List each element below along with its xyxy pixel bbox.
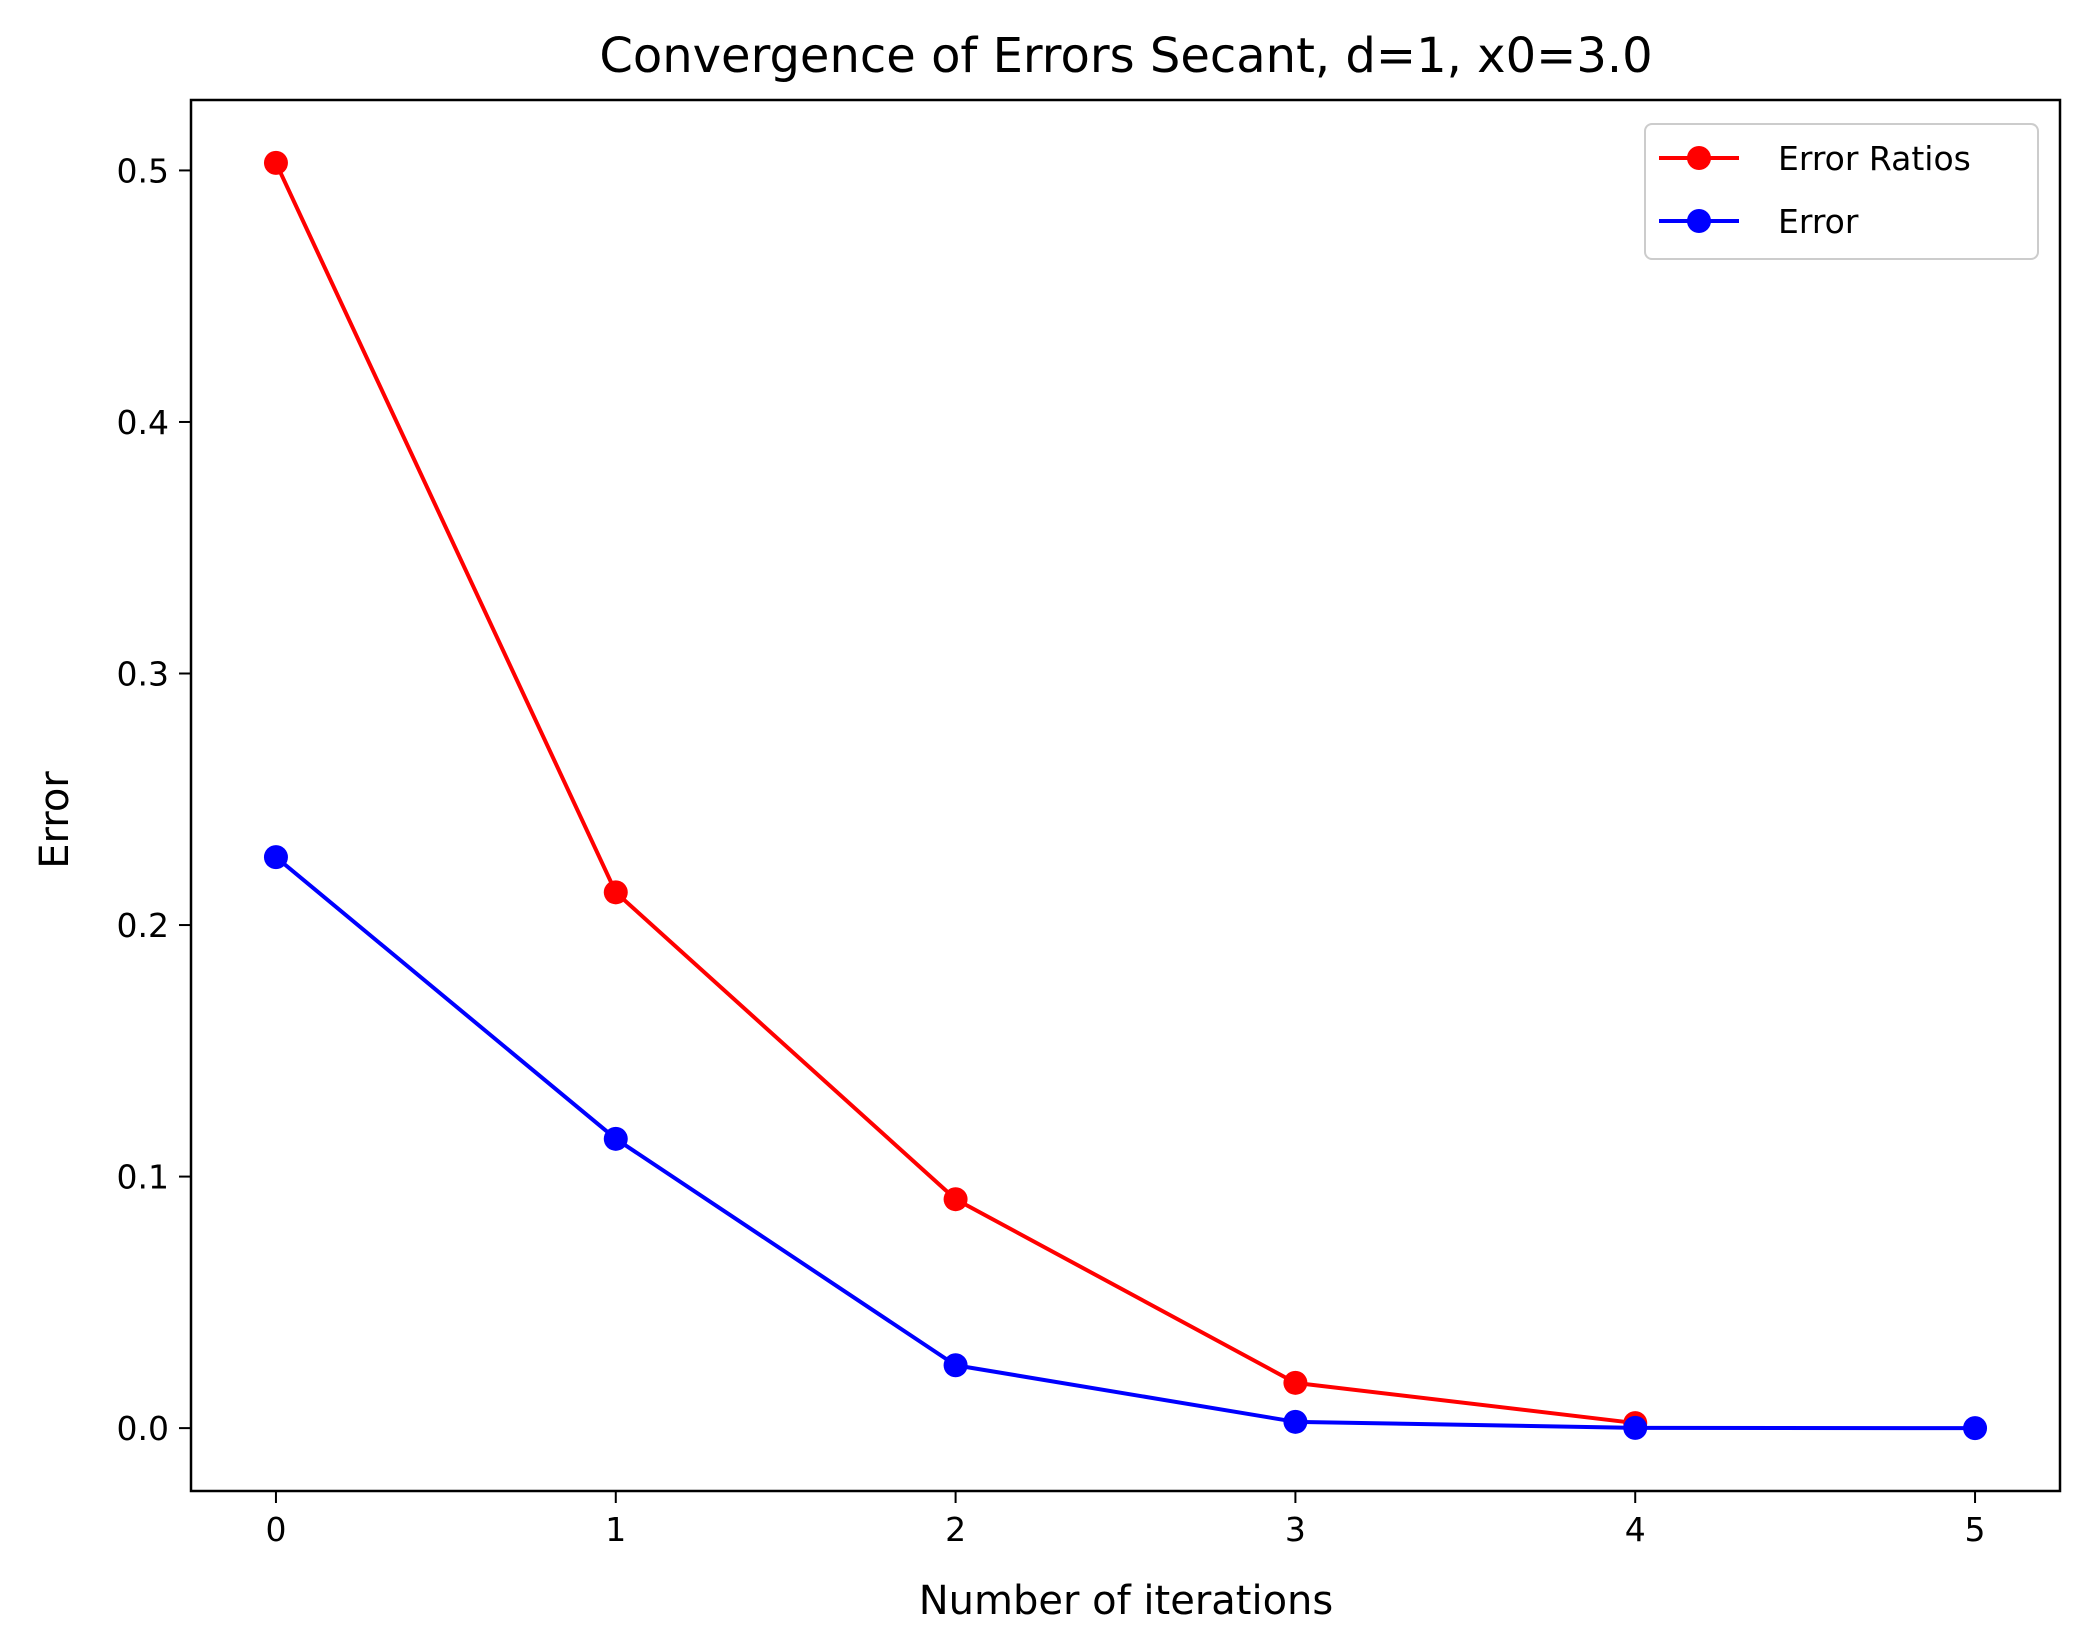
x-tick-label: 4	[1625, 1510, 1646, 1549]
series-2	[263, 845, 1988, 1441]
data-point	[943, 1353, 968, 1378]
data-point	[1283, 1409, 1308, 1434]
legend-marker	[1687, 146, 1711, 170]
legend-item: Error Ratios	[1659, 139, 1971, 178]
x-axis-label: Number of iterations	[919, 1578, 1334, 1624]
y-tick-label: 0.3	[117, 655, 169, 694]
y-axis-label: Error	[32, 771, 78, 869]
data-point	[603, 1126, 628, 1151]
series-1	[263, 150, 1648, 1436]
series-line	[273, 854, 1978, 1431]
data-point	[943, 1187, 968, 1212]
data-point	[263, 150, 288, 175]
x-tick-label: 0	[265, 1510, 286, 1549]
axes-frame	[189, 98, 2062, 1493]
y-tick-label: 0.5	[117, 151, 169, 190]
legend: Error Ratios Error	[1644, 123, 2039, 260]
data-point	[1623, 1415, 1648, 1440]
legend-item: Error	[1659, 202, 1859, 241]
y-tick-label: 0.0	[117, 1409, 169, 1448]
data-point	[263, 845, 288, 870]
x-tick-label: 5	[1965, 1510, 1986, 1549]
legend-box	[1644, 123, 2039, 260]
x-tick-label: 2	[945, 1510, 966, 1549]
x-tick-label: 3	[1285, 1510, 1306, 1549]
legend-marker	[1687, 209, 1711, 233]
ticks-group: 0 1 2 3 4 5 0.0 0.1 0.2 0.3 0.4 0.5	[117, 151, 1986, 1549]
data-point	[1283, 1370, 1308, 1395]
y-tick-label: 0.2	[117, 906, 169, 945]
legend-label: Error	[1778, 202, 1859, 241]
y-tick-label: 0.4	[117, 403, 169, 442]
series-group	[263, 150, 1988, 1441]
data-point	[603, 880, 628, 905]
data-point	[1963, 1416, 1988, 1441]
x-tick-label: 1	[605, 1510, 626, 1549]
y-tick-label: 0.1	[117, 1158, 169, 1197]
legend-label: Error Ratios	[1778, 139, 1971, 178]
chart-title: Convergence of Errors Secant, d=1, x0=3.…	[599, 28, 1652, 84]
